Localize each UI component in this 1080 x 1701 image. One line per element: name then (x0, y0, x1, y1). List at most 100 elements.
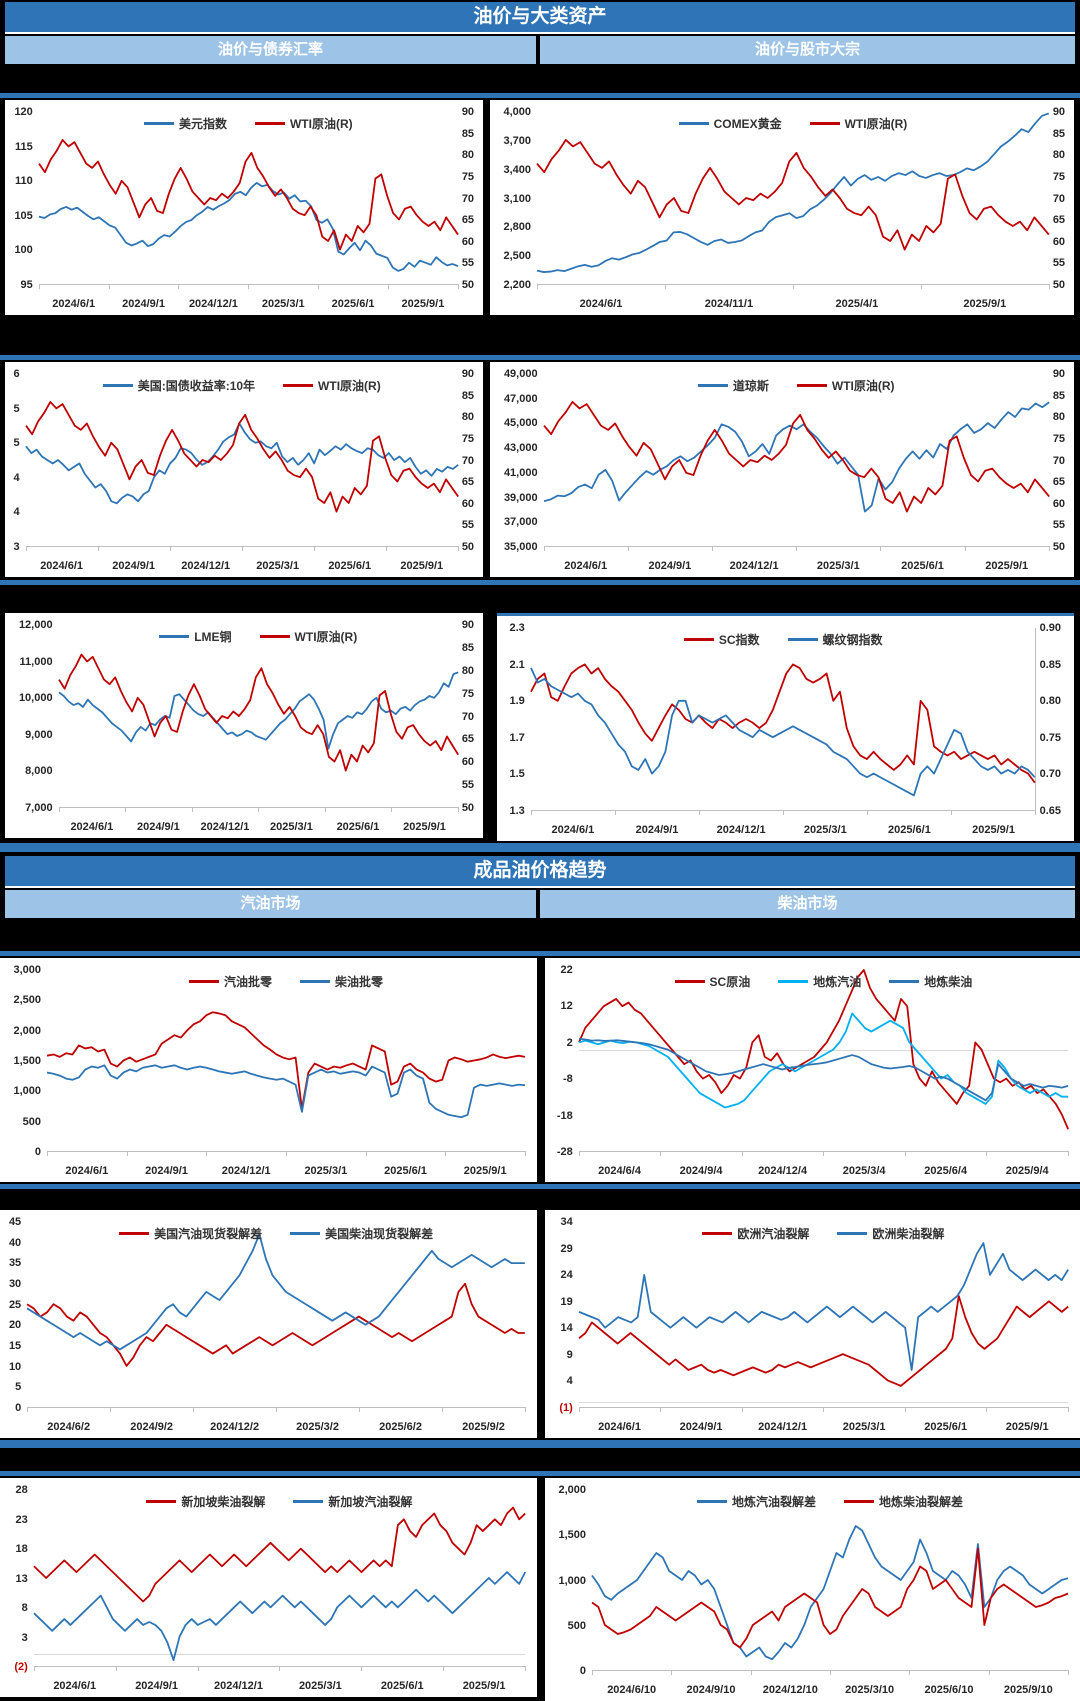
chart-dow-vs-wti: 49,000 47,000 45,000 43,000 41,000 39,000 37,0… (490, 362, 1074, 577)
x-tick-mark (880, 546, 882, 551)
x-tick-label: 2024/9/2 (130, 1421, 174, 1433)
chart-legend: 美元指数 WTI原油(R) (39, 115, 458, 132)
legend-line-swatch (119, 1232, 150, 1235)
x-tick-mark (904, 1407, 906, 1412)
x-tick-mark (258, 807, 260, 812)
x-tick-mark (324, 807, 326, 812)
x-tick-mark (823, 1407, 825, 1412)
axis-tick-label: 2,500 (13, 994, 41, 1007)
series-line (47, 1012, 525, 1109)
x-tick-label: 2025/9/2 (462, 1421, 505, 1433)
legend-item: WTI原油(R) (254, 115, 353, 132)
axis-tick-label: 3 (21, 1631, 28, 1644)
x-tick-mark (964, 546, 966, 551)
axis-tick-label: 55 (1052, 257, 1066, 270)
axis-tick-label: 55 (461, 779, 475, 792)
series-line (26, 402, 458, 512)
x-tick-label: 2024/12/4 (758, 1165, 808, 1177)
sc-index-rebar-lines (531, 628, 1035, 810)
x-tick-label: 2024/9/1 (648, 560, 692, 572)
legend-item: 欧洲汽油裂解 (702, 1225, 809, 1242)
x-tick-mark (750, 1670, 752, 1675)
legend-line-swatch (796, 384, 827, 387)
x-tick-mark (578, 1407, 580, 1412)
legend-label: COMEX黄金 (713, 117, 782, 131)
x-tick-mark (445, 1151, 447, 1156)
section-divider (0, 951, 1080, 956)
x-tick-mark (792, 284, 794, 289)
x-tick-label: 2024/6/1 (40, 560, 84, 572)
axis-tick-label: 47,000 (503, 392, 538, 405)
section-divider (0, 355, 1080, 360)
legend-item: 美元指数 (143, 115, 227, 132)
axis-tick-label: -28 (556, 1146, 573, 1158)
x-tick-mark (193, 1407, 195, 1412)
x-tick-label: 2025/6/1 (384, 1165, 427, 1177)
lme-copper-wti-plot (59, 625, 459, 812)
x-tick-label: 2025/9/1 (403, 821, 446, 833)
legend-line-swatch (674, 980, 705, 983)
x-tick-mark (614, 810, 616, 815)
x-tick-mark (698, 810, 700, 815)
axis-tick-label: 0 (15, 1402, 22, 1414)
x-tick-mark (1048, 546, 1050, 551)
axis-tick-label: 35 (8, 1257, 22, 1270)
chart-legend: 汽油批零 柴油批零 (47, 973, 525, 990)
x-tick-mark (313, 546, 315, 551)
series-line (579, 1243, 1068, 1370)
legend-line-swatch (678, 122, 709, 125)
sc-crude-shandong-margins-plot (579, 970, 1069, 1156)
axis-tick-label: 10,000 (18, 692, 53, 705)
legend-line-swatch (283, 384, 314, 387)
axis-tick-label: 11,000 (19, 655, 53, 668)
chart-shandong-crack-spreads: 2,000 1,500 1,000 500 0 地炼汽油裂解差 地炼柴油裂解差 2024/6/… (545, 1478, 1080, 1701)
x-tick-label: 2024/12/1 (214, 1680, 263, 1692)
left-axis-ticks: 2,000 1,500 1,000 500 0 (549, 1484, 586, 1677)
legend-item: WTI原油(R) (259, 628, 357, 645)
x-tick-label: 2024/12/1 (716, 824, 766, 836)
legend-line-swatch (697, 384, 728, 387)
x-tick-mark (537, 284, 538, 289)
x-tick-label: 2025/3/1 (261, 298, 305, 310)
legend-label: 美国汽油现货裂解差 (154, 1227, 263, 1241)
x-axis-ticks: 2024/6/10 2024/9/10 2024/12/10 2025/3/10 202… (592, 1684, 1068, 1696)
chart-europe-crack-spreads: 34 29 24 19 14 9 4 (1) 欧洲汽油裂解 欧洲柴油裂解 2024/6/1 2024/… (545, 1210, 1080, 1438)
x-tick-mark (525, 1151, 526, 1156)
axis-tick-label: 120 (14, 106, 33, 118)
x-tick-label: 2024/6/10 (607, 1684, 657, 1696)
x-tick-mark (671, 1670, 673, 1675)
axis-tick-label: 43,000 (503, 442, 538, 455)
axis-tick-label: 0 (579, 1665, 586, 1677)
sc-crude-shandong-margins-lines (579, 970, 1068, 1151)
axis-tick-label: 55 (461, 257, 475, 270)
chart-us10y-vs-wti: 6 5 5 4 4 3 90 85 80 75 70 65 60 55 50 美国:国债收益率:10年 WTI原… (5, 362, 483, 577)
axis-tick-label: -18 (556, 1109, 573, 1122)
x-tick-mark (27, 1407, 29, 1412)
axis-tick-label: 5 (13, 402, 20, 415)
legend-item: 新加坡汽油裂解 (293, 1493, 412, 1510)
legend-label: 欧洲柴油裂解 (872, 1227, 945, 1241)
section-title-oil-vs-assets: 油价与大类资产 (5, 2, 1075, 34)
x-tick-mark (125, 807, 127, 812)
legend-line-swatch (702, 1232, 733, 1235)
axis-tick-label: 30 (8, 1278, 22, 1290)
legend-label: SC原油 (709, 975, 751, 989)
x-tick-mark (457, 807, 459, 812)
comex-gold-wti-plot (537, 112, 1050, 289)
shandong-crack-spreads-plot (592, 1490, 1069, 1675)
axis-tick-label: 34 (560, 1216, 573, 1228)
section-divider (0, 1471, 1080, 1476)
section-divider (0, 1440, 1080, 1448)
legend-label: LME铜 (194, 630, 232, 644)
axis-tick-label: 50 (461, 541, 475, 553)
axis-tick-label: 2.3 (509, 622, 525, 634)
x-tick-mark (206, 1151, 208, 1156)
x-tick-label: 2025/6/1 (888, 824, 931, 836)
series-line (579, 970, 1068, 1129)
legend-label: 柴油批零 (335, 975, 384, 989)
left-axis-ticks: 34 29 24 19 14 9 4 (1) (549, 1216, 572, 1414)
axis-tick-label: 60 (1052, 497, 1066, 510)
axis-tick-label: 3,400 (503, 163, 531, 176)
x-tick-mark (986, 1407, 988, 1412)
axis-tick-label: 5 (13, 437, 20, 450)
